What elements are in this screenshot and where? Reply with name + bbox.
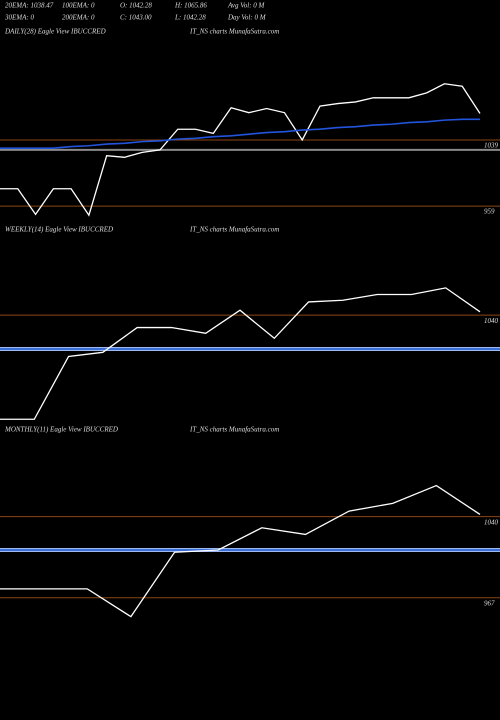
stat-label: 200EMA: 0 xyxy=(62,14,95,22)
y-tick-label: 959 xyxy=(484,208,495,216)
y-tick-label: 1040 xyxy=(484,317,499,325)
stat-label: Avg Vol: 0 M xyxy=(227,2,266,10)
y-tick-label: 1039 xyxy=(484,142,499,150)
stat-label: 30EMA: 0 xyxy=(4,14,34,22)
stat-label: L: 1042.28 xyxy=(174,14,206,22)
stat-label: 20EMA: 1038.47 xyxy=(5,2,54,10)
panel-title: MONTHLY(11) Eagle View IBUCCRED xyxy=(4,426,118,434)
series-line xyxy=(0,83,481,217)
stat-label: O: 1042.28 xyxy=(120,2,152,10)
panel-subtitle: IT_NS charts MunafaSutra.com xyxy=(189,426,279,434)
y-tick-label: 1040 xyxy=(484,518,499,526)
series-line xyxy=(0,287,481,420)
panel-subtitle: IT_NS charts MunafaSutra.com xyxy=(189,226,279,234)
series-line xyxy=(0,118,480,150)
panel-title: DAILY(28) Eagle View IBUCCRED xyxy=(4,28,106,36)
stat-label: H: 1065.86 xyxy=(174,2,207,10)
stat-label: C: 1043.00 xyxy=(120,14,152,22)
panel-title: WEEKLY(14) Eagle View IBUCCRED xyxy=(5,226,113,234)
stat-label: Day Vol: 0 M xyxy=(227,14,267,22)
y-tick-label: 967 xyxy=(484,599,495,607)
series-line xyxy=(0,484,481,618)
panel-subtitle: IT_NS charts MunafaSutra.com xyxy=(189,28,279,36)
stat-label: 100EMA: 0 xyxy=(62,2,95,10)
